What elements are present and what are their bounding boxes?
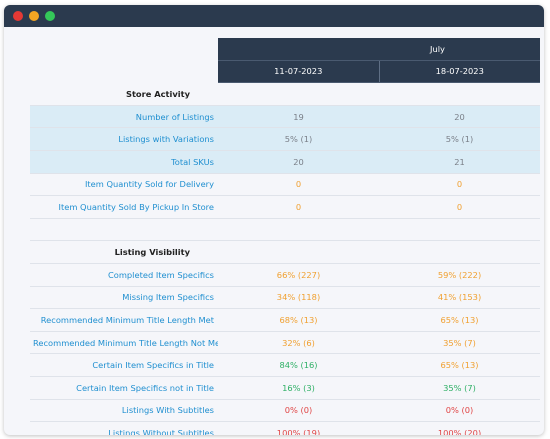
metric-row: Listings With Subtitles 0% (0) 0% (0) (30, 399, 540, 422)
metric-row: Item Quantity Sold for Delivery 0 0 (30, 173, 540, 196)
metric-value: 100% (20) (379, 422, 540, 435)
metric-value: 5% (1) (218, 128, 379, 151)
maximize-window-dot[interactable] (45, 11, 55, 21)
metric-row: Missing Item Specifics 34% (118) 41% (153) (30, 286, 540, 309)
metric-row: Listings with Variations 5% (1) 5% (1) (30, 128, 540, 151)
metric-row: Completed Item Specifics 66% (227) 59% (22… (30, 263, 540, 286)
section-empty-cell (379, 241, 540, 264)
metric-value: 0% (0) (218, 399, 379, 422)
month-header-row: July (30, 38, 540, 60)
header-blank-cell (30, 60, 218, 83)
report-table: July 11-07-2023 18-07-2023 Store Activit… (30, 38, 540, 435)
date-column-header-2[interactable]: 18-07-2023 (379, 60, 540, 83)
metric-value: 34% (118) (218, 286, 379, 309)
metric-label[interactable]: Item Quantity Sold for Delivery (30, 173, 218, 196)
close-window-dot[interactable] (13, 11, 23, 21)
metric-value: 5% (1) (379, 128, 540, 151)
metric-value: 19 (218, 105, 379, 128)
metric-value: 35% (7) (379, 376, 540, 399)
metric-label[interactable]: Item Quantity Sold By Pickup In Store (30, 196, 218, 219)
metric-value: 0 (218, 196, 379, 219)
metric-row: Listings Without Subtitles 100% (19) 100% … (30, 422, 540, 435)
metric-label[interactable]: Listings With Subtitles (30, 399, 218, 422)
metric-label[interactable]: Listings with Variations (30, 128, 218, 151)
metric-label[interactable]: Certain Item Specifics in Title (30, 354, 218, 377)
metric-value: 0% (0) (379, 399, 540, 422)
metric-value: 16% (3) (218, 376, 379, 399)
metric-value: 32% (6) (218, 331, 379, 354)
section-header-row: Store Activity (30, 83, 540, 106)
metric-value: 84% (16) (218, 354, 379, 377)
date-column-header-1[interactable]: 11-07-2023 (218, 60, 379, 83)
metric-value: 20 (218, 150, 379, 173)
metric-label[interactable]: Number of Listings (30, 105, 218, 128)
report-content: July 11-07-2023 18-07-2023 Store Activit… (4, 27, 544, 435)
metric-row: Certain Item Specifics not in Title 16% (… (30, 376, 540, 399)
metric-row: Number of Listings 19 20 (30, 105, 540, 128)
section-title: Store Activity (30, 83, 218, 106)
month-header: July (218, 38, 540, 60)
metric-value: 35% (7) (379, 331, 540, 354)
metric-label[interactable]: Total SKUs (30, 150, 218, 173)
section-header-row: Listing Visibility (30, 241, 540, 264)
metric-label[interactable]: Recommended Minimum Title Length Not Met (30, 331, 218, 354)
metric-label[interactable]: Certain Item Specifics not in Title (30, 376, 218, 399)
spacer-cell (218, 218, 379, 241)
metric-label[interactable]: Missing Item Specifics (30, 286, 218, 309)
metric-value: 68% (13) (218, 309, 379, 332)
metric-label[interactable]: Completed Item Specifics (30, 263, 218, 286)
minimize-window-dot[interactable] (29, 11, 39, 21)
header-blank-cell (30, 38, 218, 60)
spacer-cell (30, 218, 218, 241)
section-title: Listing Visibility (30, 241, 218, 264)
metric-value: 0 (379, 173, 540, 196)
metric-value: 20 (379, 105, 540, 128)
metric-label[interactable]: Listings Without Subtitles (30, 422, 218, 435)
metric-row: Total SKUs 20 21 (30, 150, 540, 173)
metric-row: Recommended Minimum Title Length Met 68% … (30, 309, 540, 332)
metric-value: 0 (379, 196, 540, 219)
section-empty-cell (379, 83, 540, 106)
metric-value: 66% (227) (218, 263, 379, 286)
app-window: July 11-07-2023 18-07-2023 Store Activit… (4, 5, 544, 435)
section-spacer-row (30, 218, 540, 241)
metric-row: Recommended Minimum Title Length Not Met… (30, 331, 540, 354)
section-empty-cell (218, 241, 379, 264)
spacer-cell (379, 218, 540, 241)
metric-value: 65% (13) (379, 354, 540, 377)
date-header-row: 11-07-2023 18-07-2023 (30, 60, 540, 83)
metric-value: 21 (379, 150, 540, 173)
section-empty-cell (218, 83, 379, 106)
metric-value: 0 (218, 173, 379, 196)
metric-value: 59% (222) (379, 263, 540, 286)
metric-value: 41% (153) (379, 286, 540, 309)
metric-row: Certain Item Specifics in Title 84% (16) 6… (30, 354, 540, 377)
title-bar (4, 5, 544, 27)
metric-label[interactable]: Recommended Minimum Title Length Met (30, 309, 218, 332)
metric-value: 65% (13) (379, 309, 540, 332)
metric-row: Item Quantity Sold By Pickup In Store 0 0 (30, 196, 540, 219)
metric-value: 100% (19) (218, 422, 379, 435)
